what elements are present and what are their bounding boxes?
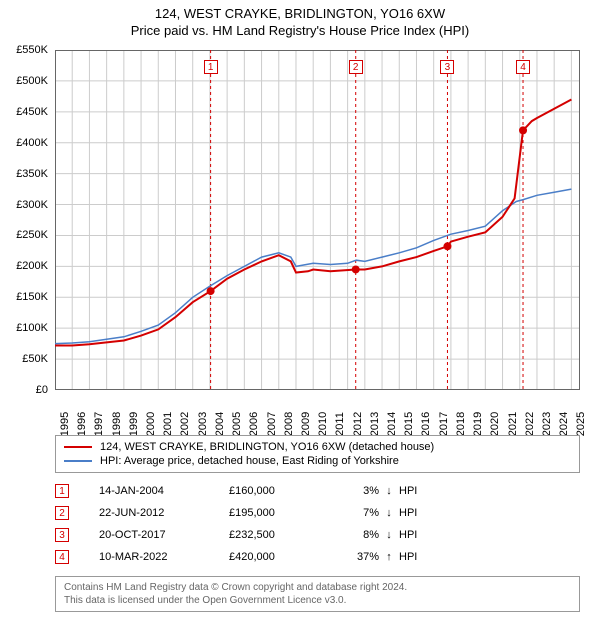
x-tick-label: 2017 (438, 412, 450, 436)
legend-item: 124, WEST CRAYKE, BRIDLINGTON, YO16 6XW … (64, 440, 571, 454)
y-tick-label: £250K (16, 229, 48, 241)
chart-svg (55, 50, 580, 390)
x-tick-label: 2019 (472, 412, 484, 436)
x-tick-label: 2025 (575, 412, 587, 436)
y-tick-label: £50K (22, 353, 48, 365)
transaction-date: 20-OCT-2017 (99, 529, 229, 541)
transaction-marker-icon: 1 (55, 484, 69, 498)
transaction-date: 14-JAN-2004 (99, 485, 229, 497)
x-tick-label: 2015 (403, 412, 415, 436)
x-tick-label: 2006 (248, 412, 260, 436)
arrow-down-icon: ↓ (379, 485, 399, 497)
x-tick-label: 2000 (145, 412, 157, 436)
table-row: 2 22-JUN-2012£195,0007%↓HPI (55, 502, 580, 524)
title-block: 124, WEST CRAYKE, BRIDLINGTON, YO16 6XW … (0, 0, 600, 40)
table-row: 3 20-OCT-2017£232,5008%↓HPI (55, 524, 580, 546)
arrow-up-icon: ↑ (379, 551, 399, 563)
x-tick-label: 2007 (266, 412, 278, 436)
chart-plot-area: 1 2 3 4 (55, 50, 580, 390)
y-tick-label: £400K (16, 137, 48, 149)
legend: 124, WEST CRAYKE, BRIDLINGTON, YO16 6XW … (55, 435, 580, 473)
x-tick-label: 1997 (93, 412, 105, 436)
x-tick-label: 1998 (111, 412, 123, 436)
chart-container: 124, WEST CRAYKE, BRIDLINGTON, YO16 6XW … (0, 0, 600, 620)
transaction-price: £232,500 (229, 529, 339, 541)
x-axis-labels: 1995199619971998199920002001200220032004… (55, 392, 580, 432)
table-row: 4 10-MAR-2022£420,00037%↑HPI (55, 546, 580, 568)
y-tick-label: £100K (16, 322, 48, 334)
transaction-price: £420,000 (229, 551, 339, 563)
transaction-date: 10-MAR-2022 (99, 551, 229, 563)
x-tick-label: 1996 (76, 412, 88, 436)
x-tick-label: 2016 (420, 412, 432, 436)
y-tick-label: £500K (16, 75, 48, 87)
x-tick-label: 2020 (489, 412, 501, 436)
footer-line: This data is licensed under the Open Gov… (64, 594, 571, 607)
transaction-marker-label: 1 (204, 60, 218, 74)
x-tick-label: 2018 (455, 412, 467, 436)
legend-swatch (64, 446, 92, 448)
transaction-hpi-label: HPI (399, 551, 429, 563)
transaction-pct: 37% (339, 551, 379, 563)
x-tick-label: 2022 (524, 412, 536, 436)
x-tick-label: 2013 (369, 412, 381, 436)
transaction-pct: 7% (339, 507, 379, 519)
transaction-hpi-label: HPI (399, 529, 429, 541)
x-tick-label: 2005 (231, 412, 243, 436)
legend-label: HPI: Average price, detached house, East… (100, 455, 399, 467)
x-tick-label: 2010 (317, 412, 329, 436)
transaction-marker-icon: 2 (55, 506, 69, 520)
x-tick-label: 1999 (128, 412, 140, 436)
legend-item: HPI: Average price, detached house, East… (64, 454, 571, 468)
x-tick-label: 2003 (197, 412, 209, 436)
footer-attribution: Contains HM Land Registry data © Crown c… (55, 576, 580, 612)
transaction-marker-label: 2 (349, 60, 363, 74)
x-tick-label: 2011 (334, 412, 346, 436)
x-tick-label: 1995 (59, 412, 71, 436)
transaction-marker-label: 4 (516, 60, 530, 74)
transaction-marker-icon: 4 (55, 550, 69, 564)
x-tick-label: 2012 (352, 412, 364, 436)
transaction-hpi-label: HPI (399, 507, 429, 519)
x-tick-label: 2021 (507, 412, 519, 436)
transactions-table: 114-JAN-2004£160,0003%↓HPI222-JUN-2012£1… (55, 480, 580, 568)
transaction-pct: 3% (339, 485, 379, 497)
transaction-price: £160,000 (229, 485, 339, 497)
footer-line: Contains HM Land Registry data © Crown c… (64, 581, 571, 594)
legend-label: 124, WEST CRAYKE, BRIDLINGTON, YO16 6XW … (100, 441, 434, 453)
x-tick-label: 2014 (386, 412, 398, 436)
x-tick-label: 2002 (179, 412, 191, 436)
title-address: 124, WEST CRAYKE, BRIDLINGTON, YO16 6XW (0, 6, 600, 23)
x-tick-label: 2008 (283, 412, 295, 436)
y-tick-label: £550K (16, 44, 48, 56)
y-tick-label: £350K (16, 168, 48, 180)
y-tick-label: £0 (36, 384, 48, 396)
arrow-down-icon: ↓ (379, 507, 399, 519)
transaction-hpi-label: HPI (399, 485, 429, 497)
transaction-marker-icon: 3 (55, 528, 69, 542)
transaction-marker-label: 3 (440, 60, 454, 74)
x-tick-label: 2004 (214, 412, 226, 436)
y-tick-label: £300K (16, 199, 48, 211)
x-tick-label: 2009 (300, 412, 312, 436)
transaction-price: £195,000 (229, 507, 339, 519)
title-subtitle: Price paid vs. HM Land Registry's House … (0, 23, 600, 40)
legend-swatch (64, 460, 92, 462)
x-tick-label: 2024 (558, 412, 570, 436)
x-tick-label: 2001 (162, 412, 174, 436)
y-axis-labels: £0£50K£100K£150K£200K£250K£300K£350K£400… (0, 50, 52, 390)
arrow-down-icon: ↓ (379, 529, 399, 541)
y-tick-label: £450K (16, 106, 48, 118)
y-tick-label: £150K (16, 291, 48, 303)
table-row: 1 14-JAN-2004£160,0003%↓HPI (55, 480, 580, 502)
y-tick-label: £200K (16, 260, 48, 272)
transaction-date: 22-JUN-2012 (99, 507, 229, 519)
x-tick-label: 2023 (541, 412, 553, 436)
transaction-pct: 8% (339, 529, 379, 541)
